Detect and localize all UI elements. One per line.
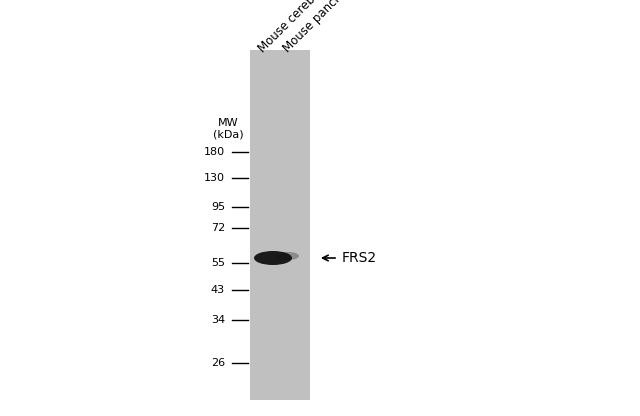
Text: Mouse pancreas: Mouse pancreas [281,0,358,55]
Text: 55: 55 [211,258,225,268]
Bar [250,50,310,400]
Text: 43: 43 [211,285,225,295]
Ellipse shape [254,251,292,265]
Text: 130: 130 [204,173,225,183]
Text: 95: 95 [211,202,225,212]
Ellipse shape [277,252,299,260]
Text: 72: 72 [211,223,225,233]
Text: Mouse cerebellum: Mouse cerebellum [256,0,341,55]
Text: 34: 34 [211,315,225,325]
Text: MW
(kDa): MW (kDa) [212,118,243,140]
Text: 180: 180 [204,147,225,157]
Text: 26: 26 [211,358,225,368]
Text: FRS2: FRS2 [342,251,377,265]
